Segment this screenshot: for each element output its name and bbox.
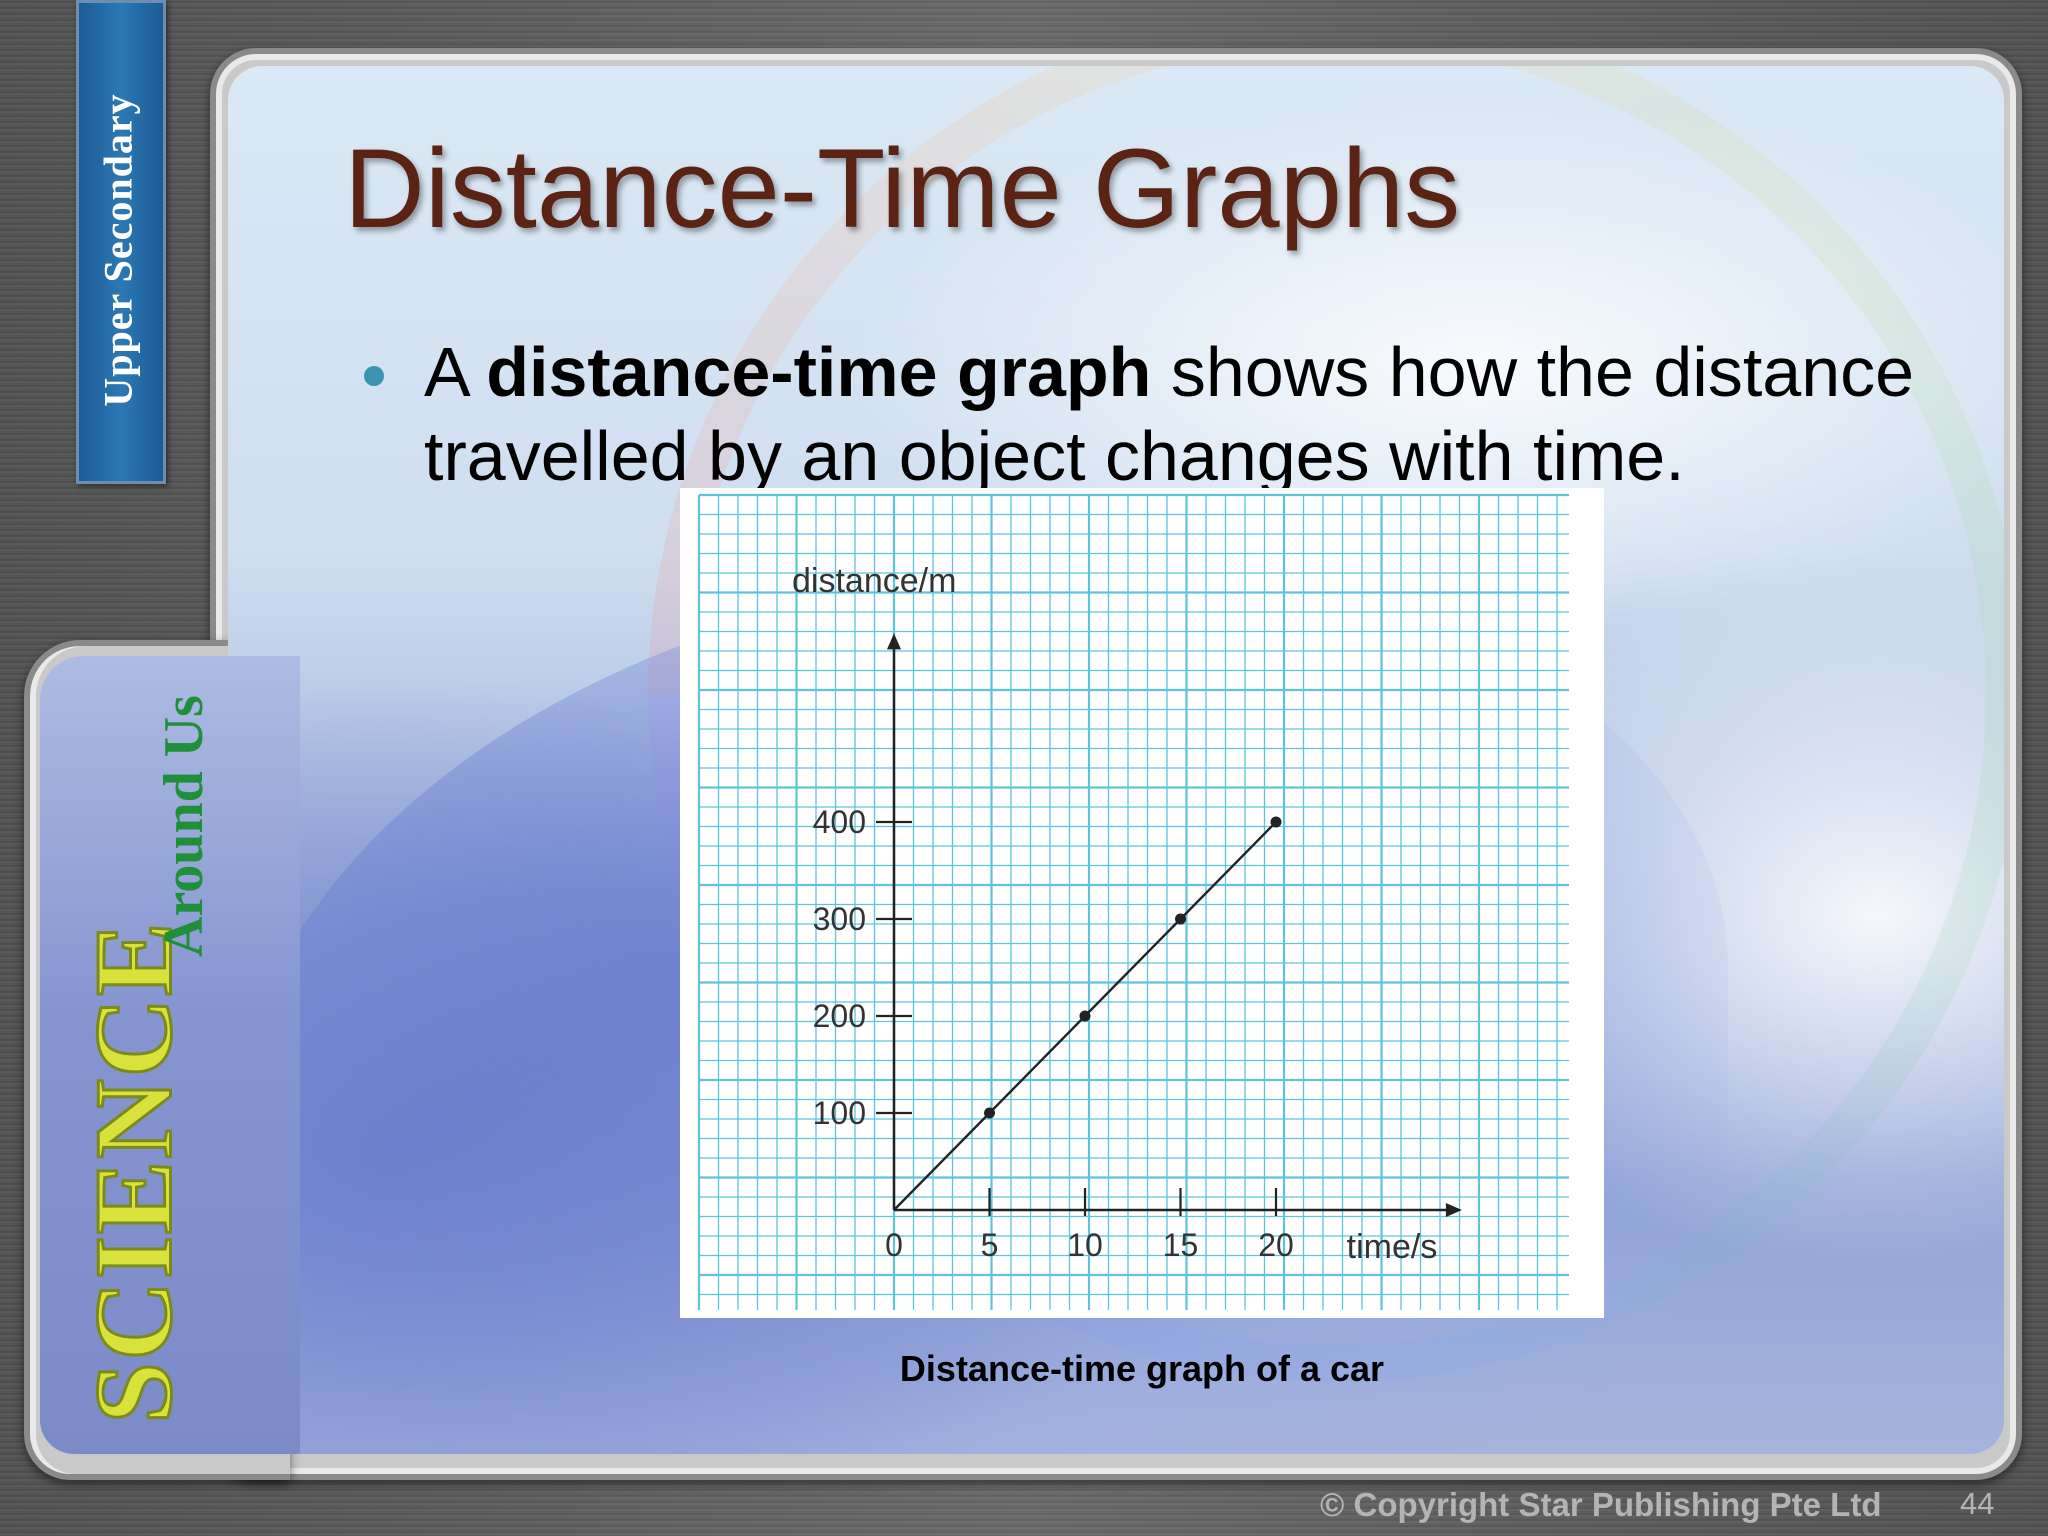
x-axis-arrow-icon — [1445, 1203, 1462, 1217]
data-point — [1175, 913, 1186, 925]
chart-labels: 5 10 15 20 100 200 300 400 0 time/s distance/m — [792, 562, 1437, 1266]
series-tab-label: Upper Secondary — [95, 93, 141, 407]
y-axis-label: distance/m — [792, 562, 956, 600]
chart-axes — [876, 633, 1462, 1217]
slide-title: Distance-Time Graphs — [344, 126, 1461, 251]
x-tick-label: 5 — [981, 1227, 999, 1263]
y-axis-arrow-icon — [887, 633, 901, 650]
page-number: 44 — [1960, 1486, 1995, 1521]
chart-series — [893, 816, 1282, 1211]
bullet-prefix: A — [424, 333, 487, 411]
chart-grid — [697, 493, 1569, 1310]
copyright-notice: © Copyright Star Publishing Pte Ltd — [1320, 1486, 1882, 1523]
x-axis-label: time/s — [1347, 1228, 1438, 1266]
x-tick-label: 10 — [1067, 1227, 1103, 1263]
bullet-rest: shows how the distance travelled by an o… — [424, 333, 1915, 495]
y-tick-label: 300 — [813, 901, 866, 937]
graph-card: 5 10 15 20 100 200 300 400 0 time/s distance/m — [680, 488, 1604, 1318]
distance-time-chart: 5 10 15 20 100 200 300 400 0 time/s distance/m — [697, 493, 1569, 1310]
origin-label: 0 — [885, 1227, 903, 1263]
brand-around-us-logo: Around Us — [153, 695, 215, 957]
x-tick-label: 15 — [1163, 1227, 1199, 1263]
data-point — [1079, 1010, 1091, 1022]
series-tab — [76, 0, 166, 484]
brand-science-logo: SCIENCE — [71, 919, 196, 1425]
bullet-text: A distance-time graph shows how the dist… — [424, 330, 1984, 498]
bullet-bold-term: distance-time graph — [486, 333, 1152, 411]
y-tick-label: 200 — [813, 998, 866, 1034]
y-tick-label: 400 — [813, 804, 866, 840]
x-tick-label: 20 — [1258, 1227, 1294, 1263]
data-point — [1270, 816, 1282, 828]
bullet-icon — [364, 366, 384, 386]
slide-panel-left-extension — [40, 656, 300, 1454]
y-tick-label: 100 — [813, 1095, 866, 1131]
data-point — [984, 1107, 995, 1119]
graph-caption: Distance-time graph of a car — [899, 1348, 1385, 1389]
